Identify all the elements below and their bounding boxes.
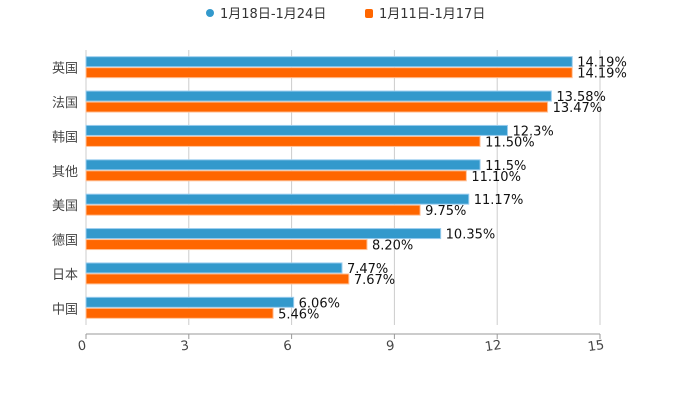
category-label: 法国 xyxy=(52,96,78,111)
legend-marker-circle xyxy=(206,9,214,17)
category-label: 英国 xyxy=(52,62,78,77)
bar xyxy=(85,159,481,171)
data-label: 8.20% xyxy=(372,239,413,254)
data-label: 5.46% xyxy=(278,307,319,322)
data-label: 13.58% xyxy=(556,90,606,105)
bar xyxy=(85,124,508,136)
category-label: 韩国 xyxy=(52,130,78,145)
bar xyxy=(85,228,442,240)
bar xyxy=(85,273,350,285)
category-label: 美国 xyxy=(52,199,78,214)
data-label: 11.10% xyxy=(471,170,521,185)
category-label: 其他 xyxy=(52,165,78,180)
bars: 14.19%14.19% 13.58%13.47%12.3%11.50% 11.5%… xyxy=(85,56,627,322)
bar xyxy=(85,135,481,147)
x-axis: 0 3 6 9 12 15 xyxy=(77,333,605,355)
data-label: 9.75% xyxy=(425,204,466,219)
data-label: 14.19% xyxy=(577,67,627,82)
legend-label: 1月11日-1月17日 xyxy=(379,7,485,22)
bar xyxy=(85,239,368,251)
data-label: 11.17% xyxy=(474,193,524,208)
data-label: 7.67% xyxy=(354,273,395,288)
x-tick-label: 0 xyxy=(77,338,87,354)
bar xyxy=(85,56,573,68)
legend-label: 1月18日-1月24日 xyxy=(220,7,326,22)
bar xyxy=(85,170,467,182)
data-label: 11.50% xyxy=(485,135,535,150)
bar xyxy=(85,193,470,205)
x-tick-label: 3 xyxy=(180,338,190,354)
legend-marker-square xyxy=(365,9,373,18)
bar xyxy=(85,90,552,102)
x-tick-label: 15 xyxy=(587,338,605,355)
x-tick-label: 12 xyxy=(484,338,502,355)
bar xyxy=(85,262,343,274)
data-label: 7.47% xyxy=(347,262,388,277)
category-label: 中国 xyxy=(52,302,78,317)
bar xyxy=(85,204,421,216)
data-label: 14.19% xyxy=(577,56,627,71)
data-label: 13.47% xyxy=(553,101,603,116)
bar xyxy=(85,101,549,113)
bar xyxy=(85,296,295,308)
legend: 1月18日-1月24日 1月11日-1月17日 xyxy=(206,7,485,22)
bar xyxy=(85,67,573,79)
bar xyxy=(85,307,274,319)
x-tick-label: 6 xyxy=(283,338,293,354)
category-label: 日本 xyxy=(52,268,78,283)
data-label: 11.5% xyxy=(485,159,526,174)
data-label: 10.35% xyxy=(446,228,496,243)
x-tick-label: 9 xyxy=(385,338,395,354)
data-label: 6.06% xyxy=(299,296,340,311)
data-label: 12.3% xyxy=(512,124,553,139)
category-label: 德国 xyxy=(52,234,78,249)
